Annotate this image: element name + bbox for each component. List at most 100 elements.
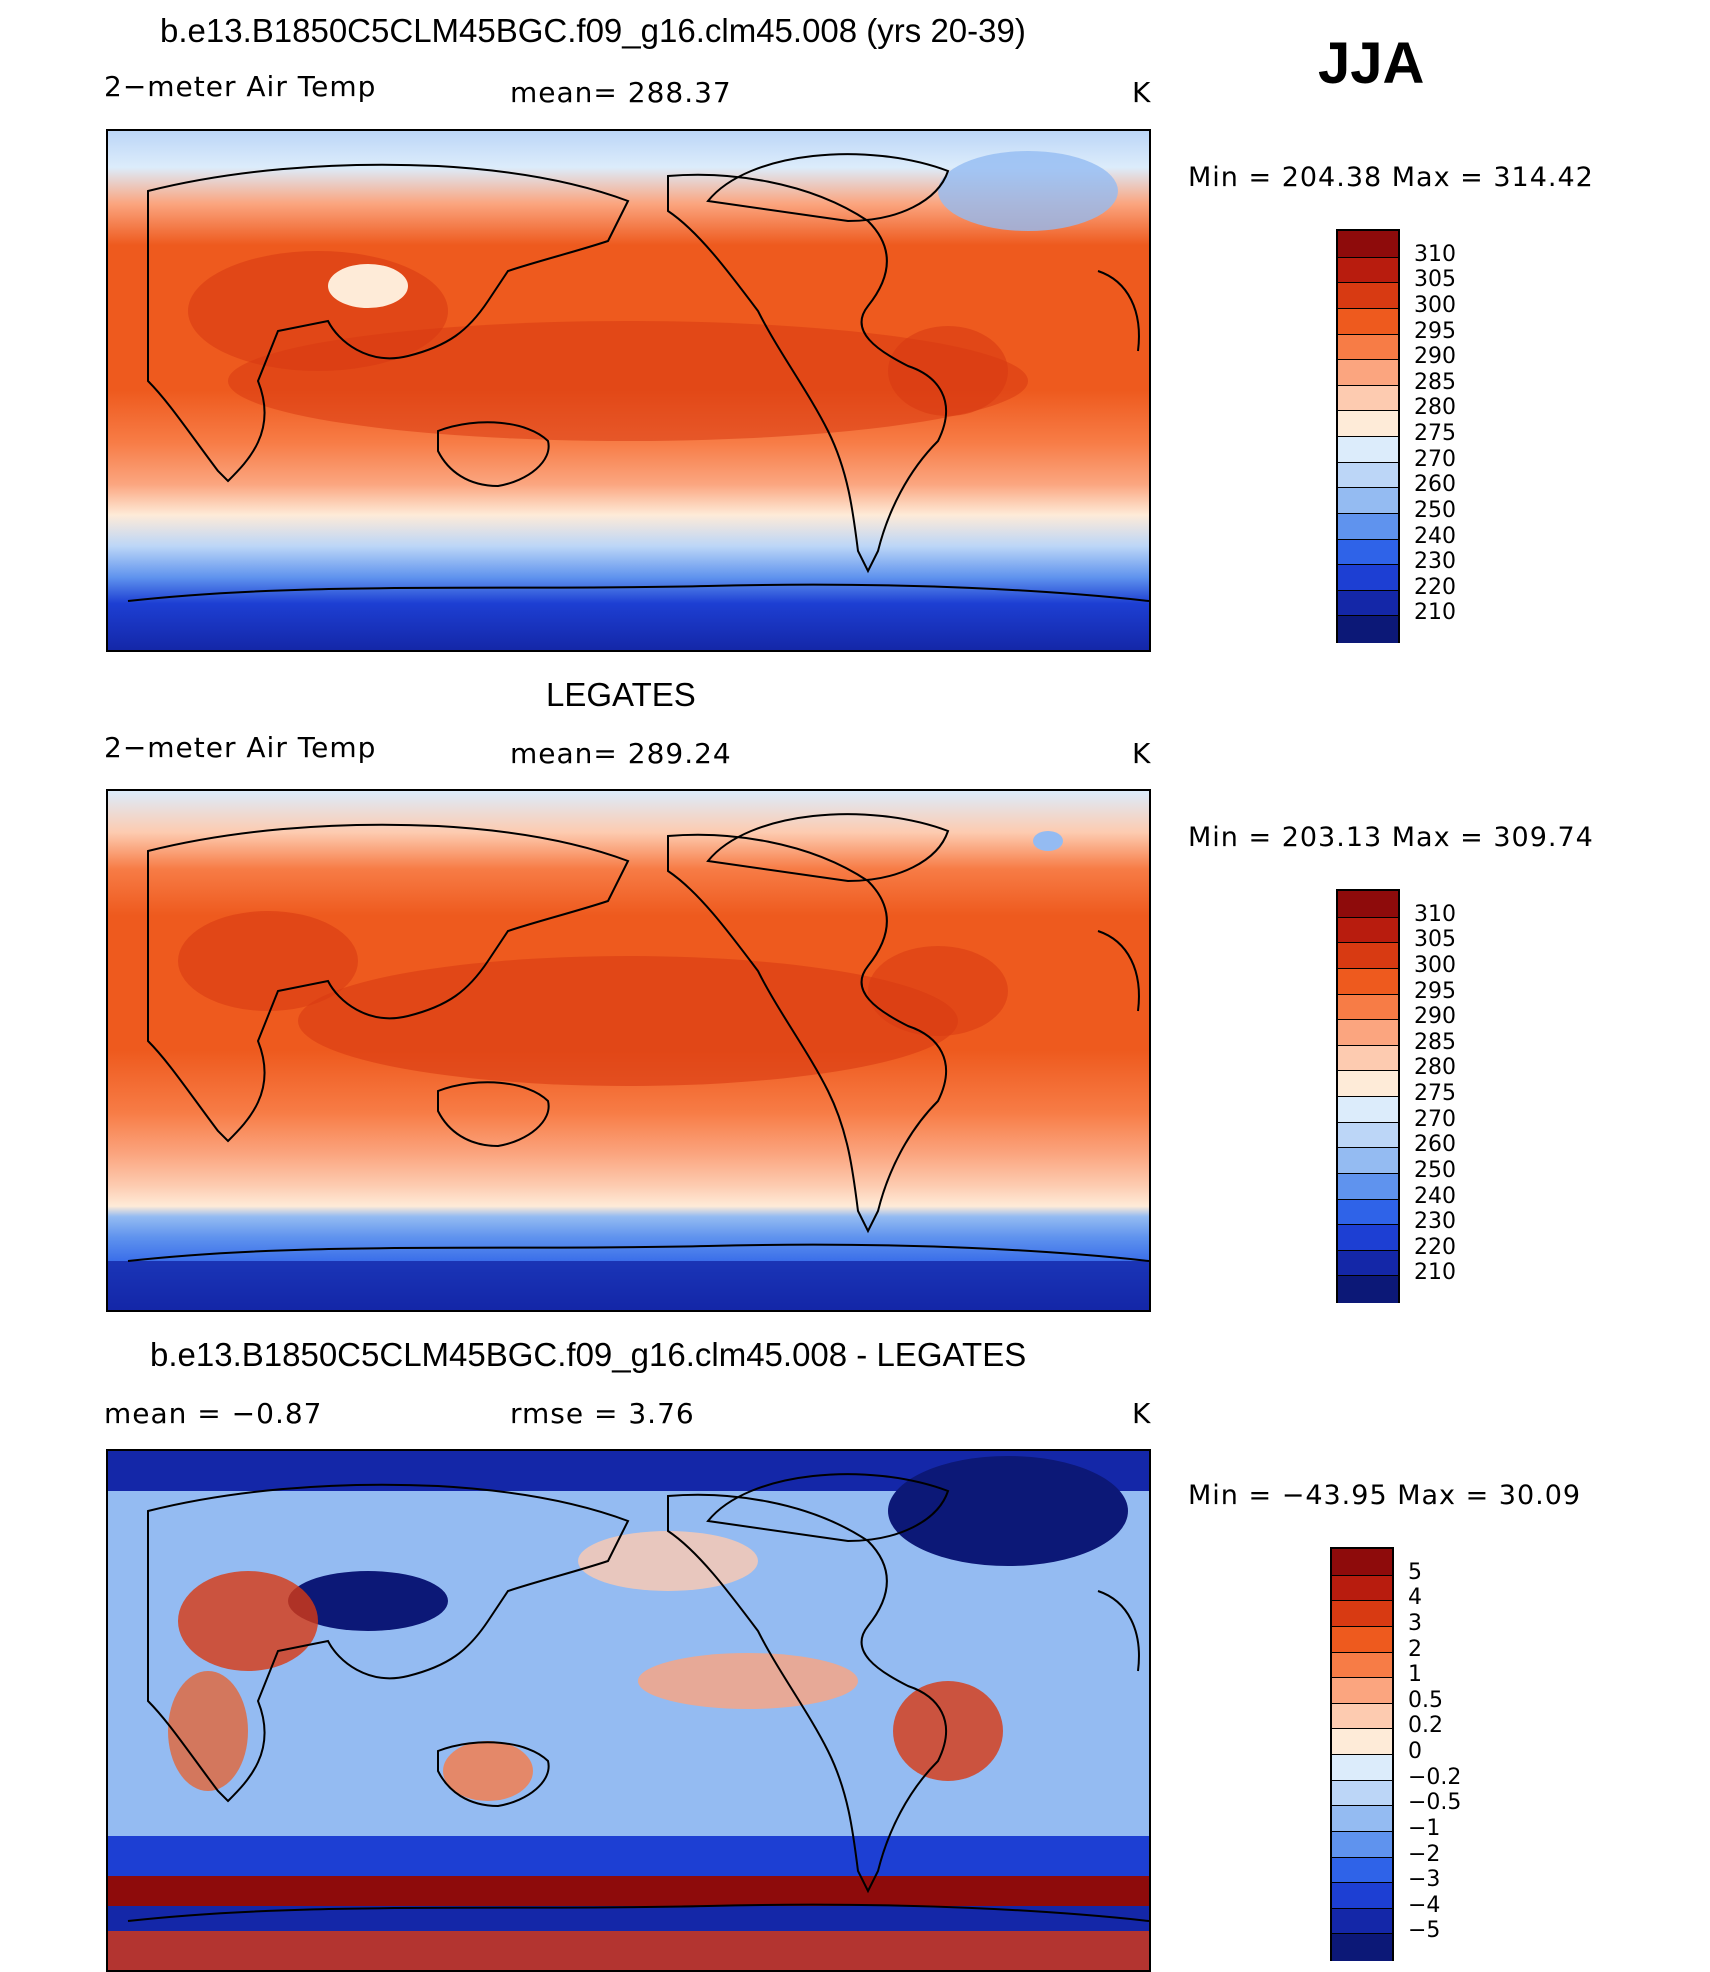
colorbar-tick-label: 295 <box>1414 318 1456 344</box>
colorbar-tick-label: 275 <box>1414 421 1456 446</box>
colorbar-tick-label: −4 <box>1408 1892 1441 1918</box>
colorbar-tick-label: 285 <box>1414 1029 1456 1055</box>
colorbar-box <box>1332 1933 1392 1961</box>
colorbar-tick-label: 0.2 <box>1408 1713 1443 1739</box>
colorbar-box <box>1332 1754 1392 1782</box>
colorbar-box <box>1338 1070 1398 1098</box>
colorbar-box <box>1338 256 1398 284</box>
colorbar-box <box>1338 461 1398 489</box>
colorbar-tick-label: 250 <box>1414 1157 1456 1183</box>
map-diff <box>106 1449 1151 1972</box>
diff-mean-label: mean = −0.87 <box>104 1397 323 1430</box>
colorbar-box <box>1338 891 1398 918</box>
variable-label: 2−meter Air Temp <box>104 70 377 103</box>
colorbar-box <box>1332 1574 1392 1602</box>
colorbar-model <box>1336 229 1400 643</box>
variable-label: 2−meter Air Temp <box>104 731 377 764</box>
colorbar-tick-label: 260 <box>1414 1132 1456 1158</box>
colorbar-box <box>1332 1625 1392 1653</box>
colorbar-box <box>1338 1121 1398 1149</box>
colorbar-box <box>1338 967 1398 995</box>
positive-anomaly <box>178 1571 318 1671</box>
colorbar-box <box>1338 231 1398 258</box>
colorbar-tick-label: 220 <box>1414 574 1456 600</box>
positive-anomaly <box>578 1531 758 1591</box>
colorbar-tick-label: 210 <box>1414 600 1456 626</box>
colorbar-tick-label: 240 <box>1414 1183 1456 1209</box>
colorbar-tick-label: 5 <box>1408 1559 1422 1585</box>
colorbar-tick-label: 300 <box>1414 292 1456 318</box>
colorbar-tick-label: 280 <box>1414 1055 1456 1081</box>
colorbar-box <box>1332 1779 1392 1807</box>
positive-anomaly <box>168 1671 248 1791</box>
min-max-label: Min = 203.13 Max = 309.74 <box>1188 822 1594 853</box>
colorbar-tick-label: 305 <box>1414 927 1456 953</box>
colorbar-box <box>1338 282 1398 310</box>
colorbar-tick-label: 295 <box>1414 978 1456 1004</box>
southern-positive-band <box>108 1931 1149 1970</box>
colorbar-tick-label: 275 <box>1414 1081 1456 1106</box>
colorbar-box <box>1338 993 1398 1021</box>
units-label: K <box>1132 76 1152 109</box>
colorbar-box <box>1338 384 1398 412</box>
colorbar-box <box>1338 1275 1398 1303</box>
greenland-negative <box>888 1456 1128 1566</box>
warm-band-shape <box>228 321 1028 441</box>
tibet-negative <box>288 1571 448 1631</box>
colorbar-tick-label: 3 <box>1408 1610 1422 1636</box>
colorbar-box <box>1338 487 1398 515</box>
colorbar-box <box>1338 1044 1398 1072</box>
colorbar-box <box>1338 564 1398 592</box>
colorbar-box <box>1332 1651 1392 1679</box>
min-max-label: Min = −43.95 Max = 30.09 <box>1188 1480 1582 1511</box>
colorbar-tick-label: 230 <box>1414 549 1456 575</box>
mean-label: mean= 288.37 <box>510 76 732 109</box>
colorbar-tick-label: 0.5 <box>1408 1687 1443 1713</box>
colorbar-box <box>1332 1907 1392 1935</box>
colorbar-tick-label: 310 <box>1414 901 1456 927</box>
colorbar-box <box>1332 1702 1392 1730</box>
colorbar-box <box>1338 410 1398 438</box>
colorbar-box <box>1338 512 1398 540</box>
greenland-cold-spot <box>938 151 1118 231</box>
colorbar-box <box>1338 1224 1398 1252</box>
positive-anomaly <box>893 1681 1003 1781</box>
colorbar-tick-label: 220 <box>1414 1234 1456 1260</box>
colorbar-box <box>1338 615 1398 643</box>
map-diff-field <box>108 1451 1149 1970</box>
positive-anomaly <box>443 1741 533 1801</box>
colorbar-tick-label: 230 <box>1414 1209 1456 1235</box>
colorbar-tick-label: 285 <box>1414 369 1456 395</box>
colorbar-box <box>1338 916 1398 944</box>
season-label: JJA <box>1318 31 1425 96</box>
colorbar-box <box>1338 942 1398 970</box>
colorbar-box <box>1338 538 1398 566</box>
warm-band-shape <box>178 911 358 1011</box>
colorbar-tick-label: 4 <box>1408 1585 1422 1611</box>
colorbar-tick-label: 305 <box>1414 267 1456 293</box>
greenland-cold-spot <box>1033 831 1063 851</box>
colorbar-tick-label: 250 <box>1414 497 1456 523</box>
colorbar-box <box>1338 1198 1398 1226</box>
antarctic-cold-band <box>108 1261 1149 1310</box>
panel-title: LEGATES <box>546 676 696 713</box>
colorbar-tick-label: 310 <box>1414 241 1456 267</box>
panel-title: b.e13.B1850C5CLM45BGC.f09_g16.clm45.008 … <box>150 1336 1027 1373</box>
units-label: K <box>1132 737 1152 770</box>
colorbar-box <box>1338 307 1398 335</box>
map-obs <box>106 789 1151 1312</box>
warm-band-shape <box>888 326 1008 416</box>
colorbar-box <box>1338 1147 1398 1175</box>
colorbar-tick-label: 280 <box>1414 395 1456 421</box>
colorbar-box <box>1338 1172 1398 1200</box>
coastlines <box>127 1473 1149 1922</box>
colorbar-tick-label: 210 <box>1414 1260 1456 1286</box>
mean-label: mean= 289.24 <box>510 737 732 770</box>
colorbar-box <box>1332 1805 1392 1833</box>
colorbar-box <box>1338 1019 1398 1047</box>
southern-positive-band <box>108 1876 1149 1906</box>
colorbar-tick-label: 300 <box>1414 952 1456 978</box>
colorbar-tick-label: −0.2 <box>1408 1764 1462 1790</box>
colorbar-tick-label: 0 <box>1408 1739 1422 1764</box>
colorbar-obs <box>1336 889 1400 1303</box>
